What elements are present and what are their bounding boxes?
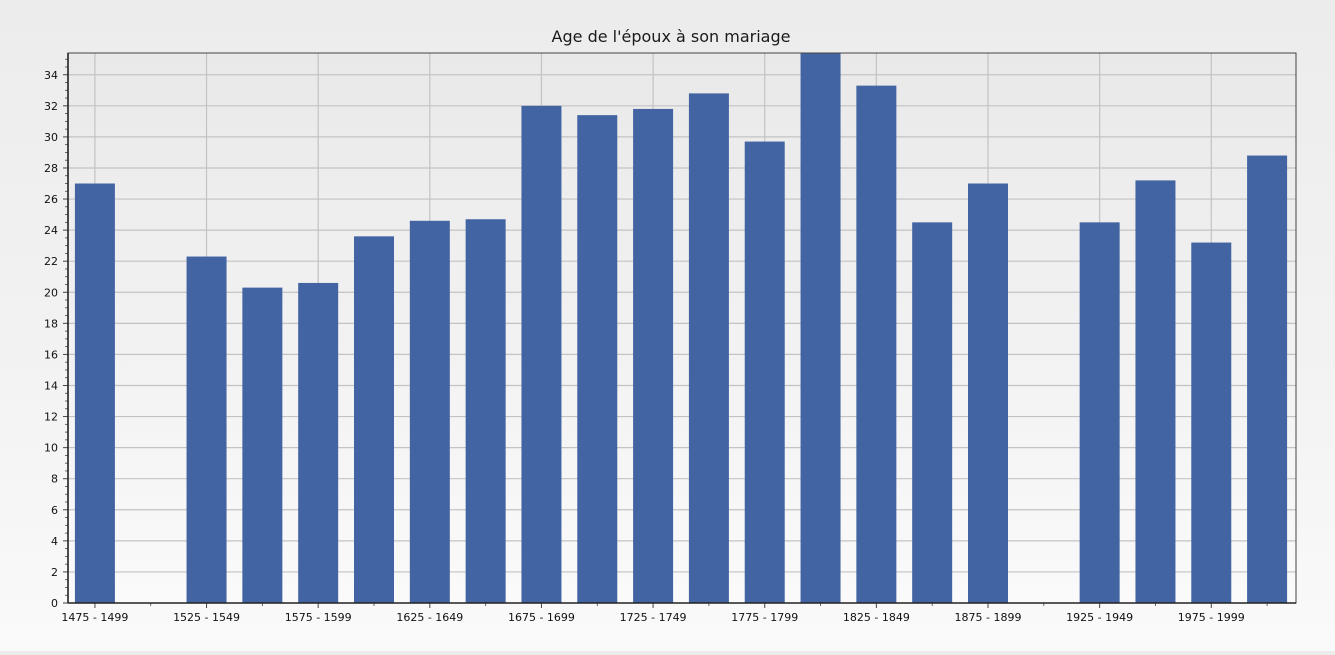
bar-1575-1599 xyxy=(298,282,339,603)
x-tick-label: 1725 - 1749 xyxy=(620,611,687,624)
x-tick-label: 1825 - 1849 xyxy=(843,611,910,624)
bars xyxy=(74,53,1288,604)
y-tick-label: 10 xyxy=(44,442,58,455)
bar-1950-1974 xyxy=(1135,180,1176,603)
x-tick-label: 1975 - 1999 xyxy=(1178,611,1245,624)
bar-1700-1724 xyxy=(577,115,618,603)
bar-1475-1499 xyxy=(74,183,115,603)
bar-1725-1749 xyxy=(633,108,674,604)
x-tick-label: 1625 - 1649 xyxy=(396,611,463,624)
y-tick-label: 34 xyxy=(44,69,58,82)
bar-1750-1774 xyxy=(688,93,729,603)
bar-1550-1574 xyxy=(242,287,283,603)
y-tick-label: 6 xyxy=(51,504,58,517)
y-tick-label: 16 xyxy=(44,348,58,361)
y-tick-label: 14 xyxy=(44,379,58,392)
y-tick-label: 4 xyxy=(51,535,58,548)
bar-1650-1674 xyxy=(465,219,506,604)
y-tick-label: 30 xyxy=(44,131,58,144)
y-tick-label: 22 xyxy=(44,255,58,268)
bar-1825-1849 xyxy=(856,85,897,603)
x-tick-label: 1525 - 1549 xyxy=(173,611,240,624)
y-tick-label: 0 xyxy=(51,597,58,610)
bar-1850-1874 xyxy=(912,222,953,603)
bar-1525-1549 xyxy=(186,256,227,603)
x-tick-label: 1575 - 1599 xyxy=(285,611,352,624)
y-tick-label: 24 xyxy=(44,224,58,237)
bar-1975-1999 xyxy=(1191,242,1232,603)
bar-1600-1624 xyxy=(354,236,394,604)
y-tick-label: 12 xyxy=(44,411,58,424)
x-tick-label: 1475 - 1499 xyxy=(61,611,128,624)
bar-1775-1799 xyxy=(744,141,785,603)
x-tick-label: 1675 - 1699 xyxy=(508,611,575,624)
y-tick-label: 26 xyxy=(44,193,58,206)
y-tick-label: 8 xyxy=(51,473,58,486)
y-tick-label: 32 xyxy=(44,100,58,113)
y-tick-label: 18 xyxy=(44,317,58,330)
x-tick-label: 1925 - 1949 xyxy=(1066,611,1133,624)
x-tick-label: 1875 - 1899 xyxy=(955,611,1022,624)
bar-1675-1699 xyxy=(521,105,562,603)
chart-title: Age de l'époux à son mariage xyxy=(552,27,791,46)
bar-1625-1649 xyxy=(409,220,450,603)
bar-2000-2024 xyxy=(1247,155,1288,604)
bar-1925-1949 xyxy=(1079,222,1120,603)
axes xyxy=(63,52,1297,608)
x-tick-label: 1775 - 1799 xyxy=(731,611,798,624)
bar-1800-1824 xyxy=(800,53,841,603)
y-tick-label: 20 xyxy=(44,286,58,299)
y-tick-label: 28 xyxy=(44,162,58,175)
y-tick-label: 2 xyxy=(51,566,58,579)
bar-1875-1899 xyxy=(968,183,1008,603)
